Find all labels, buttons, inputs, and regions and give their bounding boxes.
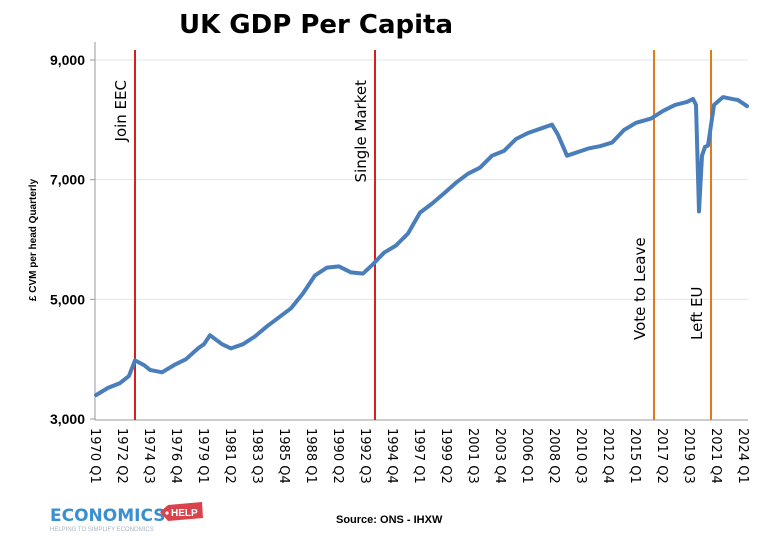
x-tick-label: 1976 Q4: [168, 428, 183, 484]
event-annotations: Join EEC Single Market Vote to Leave Left E…: [112, 50, 712, 420]
x-tick-label: 1990 Q2: [330, 428, 345, 484]
x-tick-label: 2010 Q3: [573, 428, 588, 484]
x-tick-label: 2003 Q4: [492, 428, 507, 484]
x-tick-label: 1992 Q3: [357, 428, 372, 484]
event-label: Vote to Leave: [631, 237, 649, 340]
x-tick-label: 1999 Q2: [438, 428, 453, 484]
x-tick-label: 2015 Q1: [627, 428, 642, 484]
x-tick-label: 1983 Q3: [249, 428, 264, 484]
x-tick-label: 1988 Q1: [303, 428, 318, 484]
x-tick-label: 1970 Q1: [87, 428, 102, 484]
x-tick-label: 2019 Q3: [681, 428, 696, 484]
y-tick-label: 5,000: [50, 291, 85, 307]
x-ticks: 1970 Q1 1972 Q2 1974 Q3 1976 Q4 1979 Q1 1981 …: [87, 428, 750, 484]
y-tick-label: 9,000: [50, 52, 85, 68]
event-label: Left EU: [688, 287, 706, 340]
x-tick-label: 1997 Q1: [411, 428, 426, 484]
x-tick-label: 2021 Q4: [708, 428, 723, 484]
x-tick-label: 2001 Q3: [465, 428, 480, 484]
gridlines: [95, 59, 748, 300]
x-tick-label: 1981 Q2: [222, 428, 237, 484]
series-line-gdp-per-capita: [94, 95, 749, 398]
x-tick-label: 2006 Q1: [519, 428, 534, 484]
y-tick-label: 3,000: [50, 411, 85, 427]
x-tick-label: 1972 Q2: [114, 428, 129, 484]
event-label: Single Market: [352, 80, 370, 183]
x-tick-label: 1985 Q4: [276, 428, 291, 484]
source-note: Source: ONS - IHXW: [336, 514, 443, 526]
x-tick-label: 2008 Q2: [546, 428, 561, 484]
logo-badge: HELP: [171, 508, 198, 519]
economics-help-logo: ECONOMICS HELP HELPING TO SIMPLIFY ECONO…: [50, 502, 203, 533]
chart-title: UK GDP Per Capita: [179, 10, 453, 40]
x-tick-label: 1974 Q3: [141, 428, 156, 484]
y-ticks: 3,000 5,000 7,000 9,000: [50, 52, 95, 427]
x-tick-label: 2012 Q4: [600, 428, 615, 484]
x-tick-label: 1979 Q1: [195, 428, 210, 484]
logo-tag-shape: [160, 502, 203, 521]
x-tick-label: 2024 Q1: [735, 428, 750, 484]
x-tick-label: 2017 Q2: [654, 428, 669, 484]
y-axis-label: £ CVM per head Quarterly: [28, 178, 39, 301]
event-label: Join EEC: [112, 80, 130, 142]
logo-text: ECONOMICS: [50, 506, 166, 526]
logo-tagline: HELPING TO SIMPLIFY ECONOMICS: [50, 527, 154, 533]
y-tick-label: 7,000: [50, 172, 85, 188]
x-tick-label: 1994 Q4: [384, 428, 399, 484]
